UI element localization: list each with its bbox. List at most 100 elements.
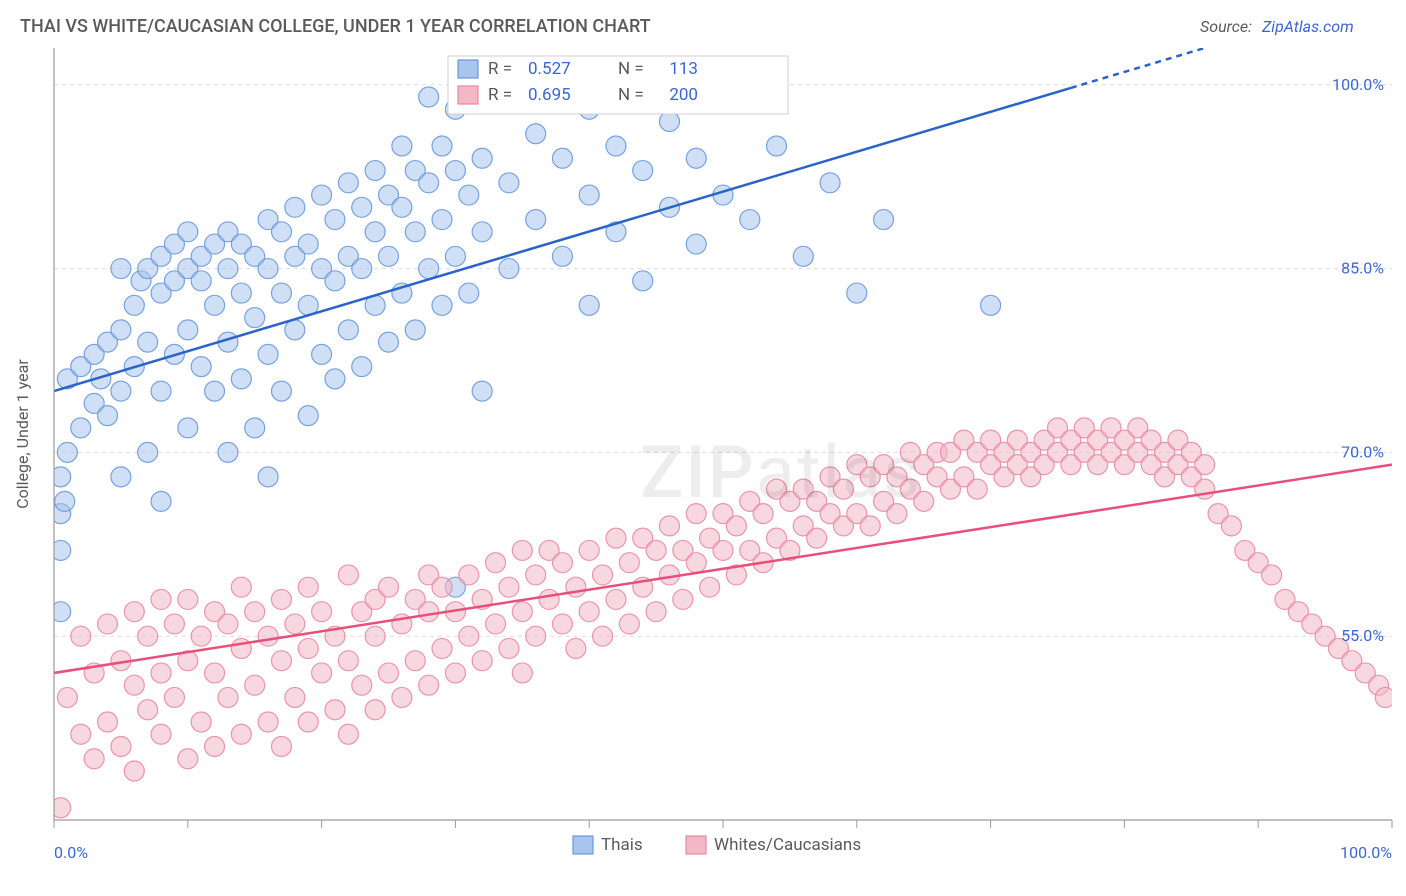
scatter-point — [245, 675, 265, 695]
legend-r-value: 0.527 — [528, 59, 571, 79]
scatter-point — [499, 259, 519, 279]
scatter-point — [659, 516, 679, 536]
scatter-point — [111, 736, 131, 756]
scatter-point — [379, 332, 399, 352]
legend-r-value: 0.695 — [528, 85, 571, 105]
scatter-point — [164, 614, 184, 634]
trendline — [54, 465, 1392, 673]
chart-svg: THAI VS WHITE/CAUCASIAN COLLEGE, UNDER 1… — [0, 0, 1406, 892]
scatter-point — [445, 161, 465, 181]
scatter-point — [124, 761, 144, 781]
scatter-point — [352, 675, 372, 695]
scatter-point — [552, 553, 572, 573]
scatter-point — [205, 295, 225, 315]
scatter-point — [325, 210, 345, 230]
scatter-point — [432, 210, 452, 230]
scatter-point — [218, 614, 238, 634]
scatter-point — [967, 479, 987, 499]
scatter-point — [566, 577, 586, 597]
scatter-point — [633, 161, 653, 181]
scatter-point — [419, 602, 439, 622]
scatter-point — [312, 663, 332, 683]
scatter-point — [352, 259, 372, 279]
xtick-label: 100.0% — [1340, 843, 1392, 862]
legend-bottom-swatch — [686, 836, 706, 854]
scatter-point — [486, 614, 506, 634]
trendline-dashed — [1071, 48, 1205, 88]
scatter-point — [726, 516, 746, 536]
scatter-point — [686, 234, 706, 254]
scatter-point — [151, 491, 171, 511]
chart-root: THAI VS WHITE/CAUCASIAN COLLEGE, UNDER 1… — [0, 0, 1406, 892]
trendline-layer — [54, 48, 1392, 673]
scatter-point — [218, 259, 238, 279]
scatter-point — [486, 553, 506, 573]
scatter-point — [526, 565, 546, 585]
scatter-point — [178, 320, 198, 340]
scatter-point — [419, 675, 439, 695]
scatter-point — [686, 148, 706, 168]
scatter-point — [124, 295, 144, 315]
scatter-point — [419, 87, 439, 107]
source-link[interactable]: ZipAtlas.com — [1261, 17, 1354, 36]
scatter-point — [499, 638, 519, 658]
legend-n-label: N = — [618, 85, 644, 105]
scatter-point — [245, 602, 265, 622]
scatter-point — [338, 724, 358, 744]
scatter-point — [392, 197, 412, 217]
scatter-point — [271, 651, 291, 671]
scatter-point — [686, 553, 706, 573]
scatter-point — [365, 626, 385, 646]
scatter-point — [111, 381, 131, 401]
scatter-point — [71, 626, 91, 646]
scatter-point — [178, 418, 198, 438]
scatter-point — [258, 626, 278, 646]
scatter-point — [847, 283, 867, 303]
scatter-point — [874, 210, 894, 230]
scatter-point — [271, 283, 291, 303]
legend-bottom-label: Thais — [601, 835, 643, 855]
scatter-point — [151, 589, 171, 609]
scatter-point — [606, 528, 626, 548]
scatter-point — [338, 173, 358, 193]
scatter-point — [285, 197, 305, 217]
scatter-point — [606, 589, 626, 609]
scatter-point — [231, 577, 251, 597]
scatter-point — [164, 687, 184, 707]
scatter-point — [178, 222, 198, 242]
scatter-point — [298, 406, 318, 426]
scatter-point — [271, 222, 291, 242]
scatter-point — [298, 712, 318, 732]
scatter-point — [57, 442, 77, 462]
scatter-point — [285, 320, 305, 340]
scatter-point — [887, 504, 907, 524]
scatter-point — [271, 589, 291, 609]
scatter-point — [593, 565, 613, 585]
scatter-point — [566, 638, 586, 658]
scatter-point — [191, 357, 211, 377]
scatter-point — [138, 332, 158, 352]
scatter-point — [981, 295, 1001, 315]
scatter-point — [191, 712, 211, 732]
scatter-point — [405, 651, 425, 671]
scatter-point — [552, 246, 572, 266]
scatter-point — [258, 259, 278, 279]
ytick-label: 70.0% — [1341, 442, 1384, 461]
scatter-point — [579, 295, 599, 315]
scatter-point — [338, 651, 358, 671]
scatter-point — [258, 712, 278, 732]
scatter-point — [499, 173, 519, 193]
scatter-point — [258, 344, 278, 364]
scatter-point — [205, 663, 225, 683]
scatter-point — [579, 602, 599, 622]
scatter-point — [98, 614, 118, 634]
scatter-point — [419, 259, 439, 279]
scatter-point — [619, 553, 639, 573]
scatter-point — [552, 148, 572, 168]
scatter-point — [539, 589, 559, 609]
legend-n-label: N = — [618, 59, 644, 79]
scatter-point — [151, 724, 171, 744]
scatter-point — [432, 136, 452, 156]
scatter-point — [285, 614, 305, 634]
scatter-point — [740, 210, 760, 230]
